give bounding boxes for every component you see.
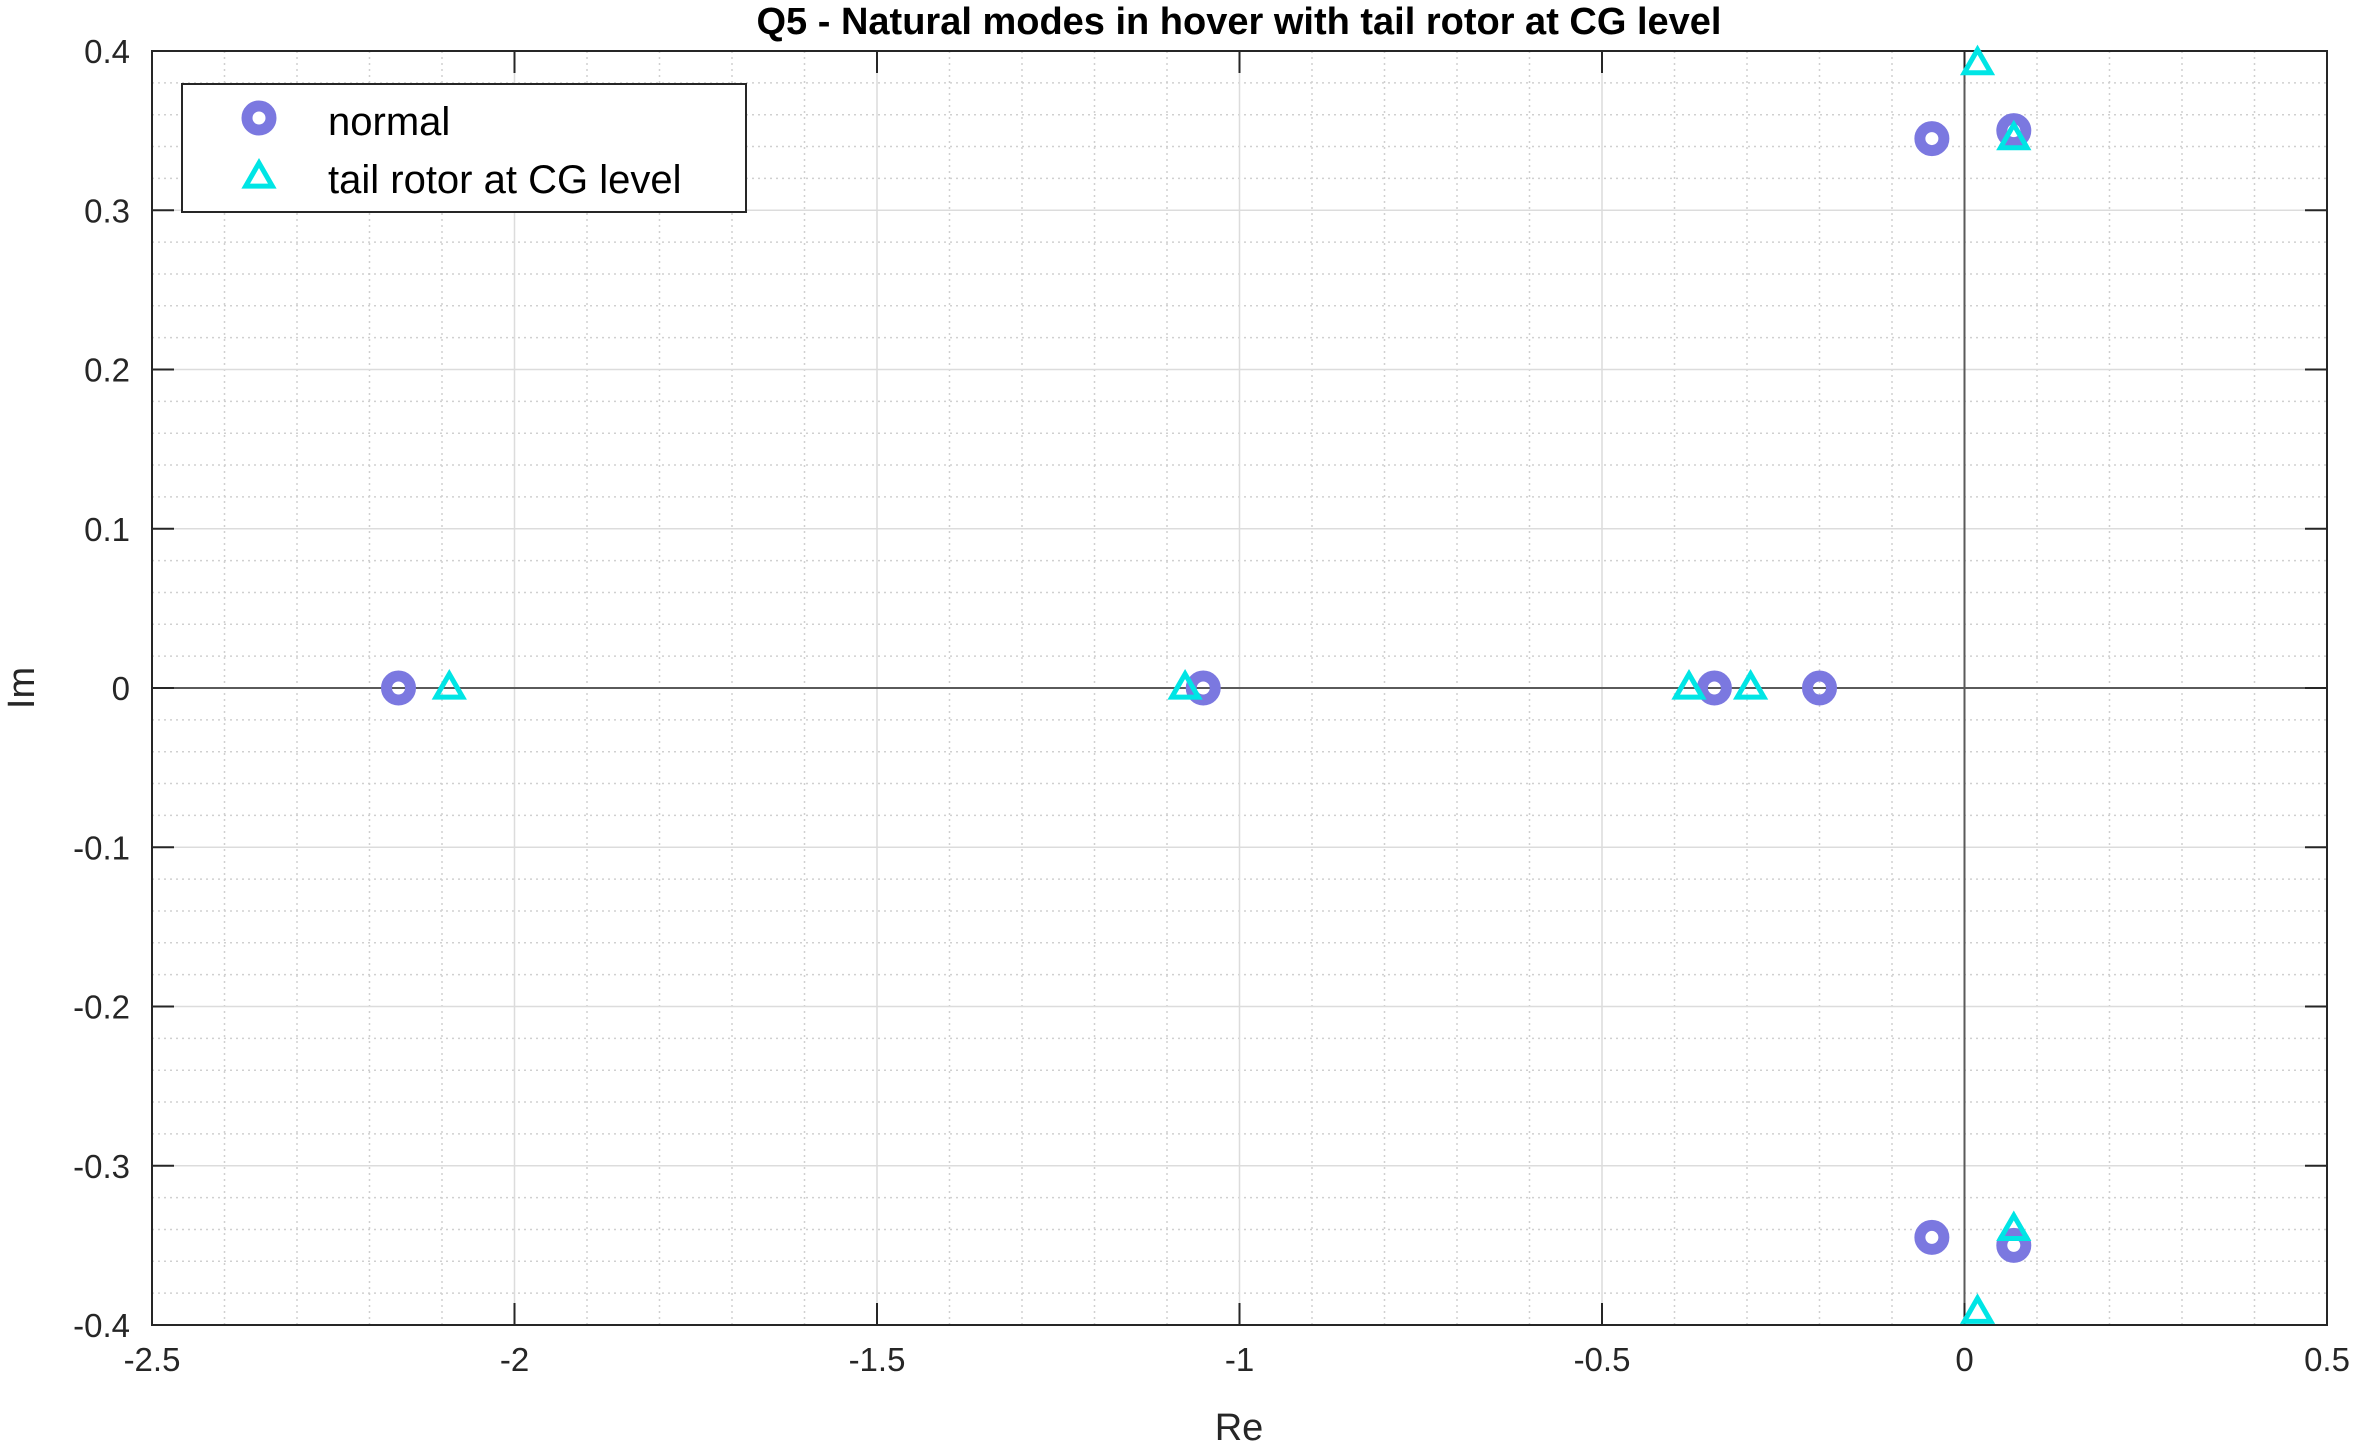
marker-tail-rotor [1959, 44, 1996, 76]
marker-normal [1802, 670, 1837, 706]
marker-tail-rotor [1959, 1293, 1996, 1324]
marker-tail-rotor [1671, 668, 1707, 700]
y-tick-label: 0.2 [84, 352, 130, 389]
marker-normal [381, 670, 416, 706]
legend-marker-normal [241, 100, 277, 136]
y-tick-label: -0.4 [73, 1307, 130, 1344]
chart-title: Q5 - Natural modes in hover with tail ro… [757, 1, 1722, 43]
y-tick-label: -0.3 [73, 1148, 130, 1185]
x-tick-label: 0 [1955, 1341, 1973, 1378]
data-markers [381, 44, 2032, 1324]
marker-normal [1914, 121, 1950, 157]
zero-lines [152, 51, 2327, 1325]
marker-normal [1996, 113, 2032, 149]
marker-tail-rotor [1732, 668, 1769, 700]
legend-box [181, 83, 747, 213]
x-tick-label: 0.5 [2304, 1341, 2350, 1378]
x-tick-label: -2.5 [124, 1341, 181, 1378]
marker-normal [1914, 1219, 1950, 1255]
legend-circle-marker [241, 100, 277, 136]
x-tick-label: -0.5 [1574, 1341, 1631, 1378]
y-tick-label: -0.1 [73, 829, 130, 866]
marker-tail-rotor [1167, 668, 1203, 700]
x-tick-labels: -2.5 -2 -1.5 -1 -0.5 0 0.5 [124, 1341, 2350, 1378]
y-tick-label: 0 [112, 670, 130, 707]
x-tick-label: -1.5 [849, 1341, 906, 1378]
y-tick-label: 0.1 [84, 511, 130, 548]
marker-tail-rotor [1996, 119, 2032, 151]
y-tick-label: 0.4 [84, 33, 130, 70]
legend-marker-tail-rotor [241, 157, 277, 189]
marker-normal [1996, 1227, 2032, 1263]
y-tick-label: 0.3 [84, 192, 130, 229]
y-tick-label: -0.2 [73, 989, 130, 1026]
axis-ticks [151, 50, 2328, 1326]
marker-tail-rotor [1996, 1210, 2032, 1241]
legend-label-normal: normal [328, 100, 450, 144]
x-tick-label: -2 [500, 1341, 529, 1378]
legend: normal tail rotor at CG level [181, 83, 747, 213]
legend-label-tail-rotor: tail rotor at CG level [328, 158, 681, 202]
x-tick-label: -1 [1225, 1341, 1254, 1378]
marker-normal [1696, 670, 1732, 706]
y-tick-labels: -0.4 -0.3 -0.2 -0.1 0 0.1 0.2 0.3 0.4 [73, 33, 130, 1344]
x-axis-label: Re [1215, 1407, 1264, 1447]
y-axis-label: Im [1, 667, 43, 709]
marker-tail-rotor [431, 668, 467, 700]
legend-triangle-marker [241, 157, 277, 189]
